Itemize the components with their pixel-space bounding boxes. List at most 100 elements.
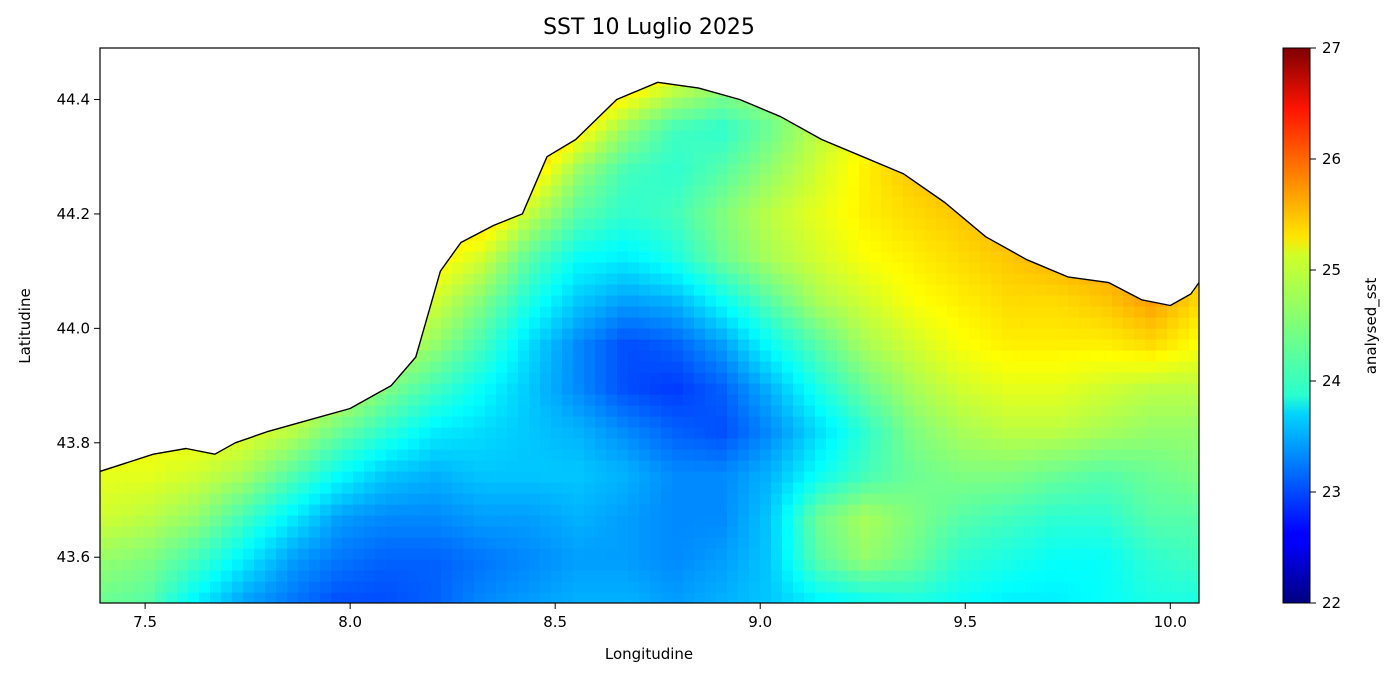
heatmap-cell: [859, 339, 871, 351]
heatmap-cell: [947, 207, 959, 219]
heatmap-cell: [1013, 262, 1025, 274]
heatmap-cell: [166, 449, 178, 461]
heatmap-cell: [826, 592, 838, 603]
heatmap-cell: [716, 416, 728, 428]
heatmap-cell: [1057, 548, 1069, 560]
heatmap-cell: [837, 229, 849, 241]
heatmap-cell: [991, 526, 1003, 538]
heatmap-cell: [540, 526, 552, 538]
heatmap-cell: [947, 229, 959, 241]
heatmap-cell: [716, 130, 728, 142]
heatmap-cell: [1002, 427, 1014, 439]
heatmap-cell: [144, 471, 156, 483]
heatmap-cell: [881, 295, 893, 307]
heatmap-cell: [144, 548, 156, 560]
heatmap-cell: [562, 207, 574, 219]
heatmap-cell: [1189, 328, 1199, 340]
heatmap-cell: [738, 317, 750, 329]
heatmap-cell: [1046, 504, 1058, 516]
heatmap-cell: [1057, 416, 1069, 428]
heatmap-cell: [463, 405, 475, 417]
heatmap-cell: [199, 493, 211, 505]
heatmap-cell: [485, 273, 497, 285]
heatmap-cell: [353, 460, 365, 472]
heatmap-cell: [903, 493, 915, 505]
heatmap-cell: [947, 526, 959, 538]
heatmap-cell: [628, 383, 640, 395]
heatmap-cell: [738, 273, 750, 285]
heatmap-cell: [639, 361, 651, 373]
heatmap-cell: [100, 581, 112, 593]
heatmap-cell: [595, 284, 607, 296]
heatmap-cell: [386, 482, 398, 494]
heatmap-cell: [1145, 361, 1157, 373]
heatmap-cell: [705, 273, 717, 285]
heatmap-cell: [881, 339, 893, 351]
heatmap-cell: [617, 328, 629, 340]
heatmap-cell: [870, 383, 882, 395]
heatmap-cell: [441, 493, 453, 505]
heatmap-cell: [397, 515, 409, 527]
heatmap-cell: [628, 504, 640, 516]
heatmap-cell: [925, 394, 937, 406]
heatmap-cell: [562, 515, 574, 527]
heatmap-cell: [496, 592, 508, 603]
heatmap-cell: [727, 504, 739, 516]
heatmap-cell: [463, 559, 475, 571]
heatmap-cell: [672, 526, 684, 538]
heatmap-cell: [177, 471, 189, 483]
heatmap-cell: [584, 185, 596, 197]
heatmap-cell: [375, 581, 387, 593]
heatmap-cell: [1013, 592, 1025, 603]
heatmap-cell: [562, 383, 574, 395]
heatmap-cell: [661, 295, 673, 307]
heatmap-cell: [1134, 592, 1146, 603]
heatmap-cell: [925, 493, 937, 505]
heatmap-cell: [903, 273, 915, 285]
heatmap-cell: [331, 427, 343, 439]
heatmap-cell: [221, 592, 233, 603]
heatmap-cell: [628, 592, 640, 603]
heatmap-cell: [617, 207, 629, 219]
heatmap-cell: [639, 592, 651, 603]
heatmap-cell: [650, 394, 662, 406]
heatmap-cell: [738, 427, 750, 439]
heatmap-cell: [980, 592, 992, 603]
heatmap-cell: [749, 218, 761, 230]
heatmap-cell: [837, 196, 849, 208]
heatmap-cell: [133, 515, 145, 527]
heatmap-cell: [969, 537, 981, 549]
heatmap-cell: [969, 394, 981, 406]
heatmap-cell: [221, 449, 233, 461]
heatmap-cell: [705, 251, 717, 263]
heatmap-cell: [210, 504, 222, 516]
heatmap-cell: [837, 306, 849, 318]
heatmap-cell: [672, 460, 684, 472]
heatmap-cell: [595, 592, 607, 603]
heatmap-cell: [265, 515, 277, 527]
heatmap-cell: [705, 350, 717, 362]
heatmap-cell: [617, 262, 629, 274]
heatmap-cell: [760, 317, 772, 329]
heatmap-cell: [452, 526, 464, 538]
heatmap-cell: [650, 526, 662, 538]
heatmap-cell: [540, 493, 552, 505]
heatmap-cell: [309, 460, 321, 472]
heatmap-cell: [496, 317, 508, 329]
heatmap-cell: [606, 218, 618, 230]
heatmap-cell: [969, 416, 981, 428]
heatmap-cell: [1046, 515, 1058, 527]
heatmap-cell: [892, 229, 904, 241]
heatmap-cell: [991, 262, 1003, 274]
heatmap-cell: [694, 405, 706, 417]
heatmap-cell: [540, 482, 552, 494]
heatmap-cell: [1178, 548, 1190, 560]
heatmap-cell: [617, 515, 629, 527]
heatmap-cell: [1145, 482, 1157, 494]
heatmap-cell: [485, 339, 497, 351]
heatmap-cell: [771, 526, 783, 538]
heatmap-cell: [1145, 350, 1157, 362]
heatmap-cell: [1024, 537, 1036, 549]
heatmap-cell: [430, 449, 442, 461]
heatmap-cell: [859, 196, 871, 208]
